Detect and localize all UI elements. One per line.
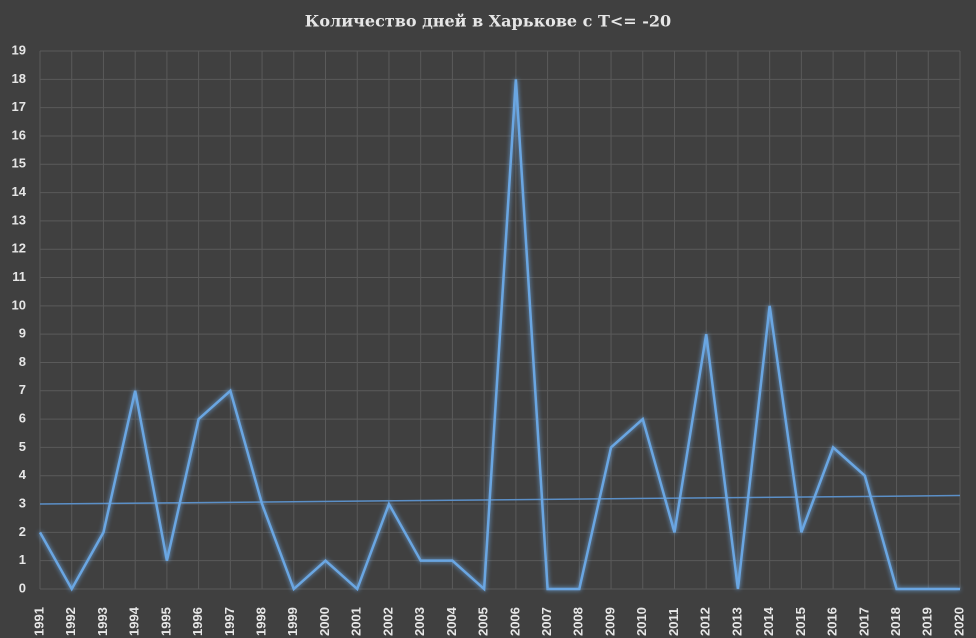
y-tick-label: 4 bbox=[19, 467, 27, 482]
x-tick-label: 1991 bbox=[31, 607, 46, 636]
y-tick-label: 7 bbox=[19, 382, 26, 397]
y-tick-label: 1 bbox=[19, 552, 26, 567]
y-tick-label: 12 bbox=[12, 241, 26, 256]
y-tick-label: 0 bbox=[19, 580, 26, 595]
x-tick-label: 1994 bbox=[127, 606, 142, 636]
y-tick-label: 11 bbox=[12, 269, 26, 284]
x-tick-label: 2000 bbox=[317, 607, 332, 636]
y-tick-label: 9 bbox=[19, 326, 26, 341]
x-tick-label: 2017 bbox=[856, 607, 871, 636]
y-tick-label: 18 bbox=[12, 71, 26, 86]
x-tick-label: 2005 bbox=[476, 607, 491, 636]
x-tick-label: 2020 bbox=[951, 607, 966, 636]
x-tick-label: 2009 bbox=[602, 607, 617, 636]
x-tick-label: 1997 bbox=[222, 607, 237, 636]
x-tick-label: 2002 bbox=[380, 607, 395, 636]
y-tick-label: 16 bbox=[12, 127, 26, 142]
x-tick-label: 1999 bbox=[285, 607, 300, 636]
x-tick-label: 1993 bbox=[95, 607, 110, 636]
x-tick-label: 2016 bbox=[825, 607, 840, 636]
y-tick-label: 19 bbox=[12, 42, 26, 57]
x-tick-label: 2010 bbox=[634, 607, 649, 636]
x-tick-label: 2018 bbox=[888, 607, 903, 636]
y-tick-label: 10 bbox=[12, 297, 26, 312]
data-line bbox=[38, 79, 960, 592]
x-tick-label: 2019 bbox=[920, 607, 935, 636]
y-tick-label: 15 bbox=[12, 156, 26, 171]
y-tick-label: 3 bbox=[19, 495, 26, 510]
y-tick-label: 2 bbox=[19, 524, 26, 539]
x-tick-label: 1995 bbox=[158, 607, 173, 636]
x-tick-label: 2008 bbox=[571, 607, 586, 636]
y-tick-label: 17 bbox=[12, 99, 26, 114]
x-tick-label: 1998 bbox=[254, 607, 269, 636]
y-tick-label: 8 bbox=[19, 354, 26, 369]
x-tick-label: 2015 bbox=[793, 607, 808, 636]
y-tick-label: 14 bbox=[12, 184, 27, 199]
chart-title: Количество дней в Харькове с T<= -20 bbox=[305, 12, 671, 31]
x-tick-label: 2012 bbox=[698, 607, 713, 636]
y-tick-label: 13 bbox=[12, 212, 26, 227]
x-tick-label: 2006 bbox=[507, 607, 522, 636]
trend-line bbox=[39, 494, 961, 505]
x-tick-label: 2001 bbox=[349, 607, 364, 636]
x-tick-label: 1992 bbox=[63, 607, 78, 636]
y-tick-label: 6 bbox=[19, 411, 26, 426]
x-tick-label: 2011 bbox=[666, 608, 681, 636]
x-tick-label: 2004 bbox=[444, 606, 459, 636]
x-tick-label: 2014 bbox=[761, 606, 776, 636]
y-tick-label: 5 bbox=[19, 439, 26, 454]
x-tick-label: 2003 bbox=[412, 607, 427, 636]
x-tick-label: 1996 bbox=[190, 607, 205, 636]
x-tick-label: 2007 bbox=[539, 607, 554, 636]
x-tick-label: 2013 bbox=[729, 607, 744, 636]
